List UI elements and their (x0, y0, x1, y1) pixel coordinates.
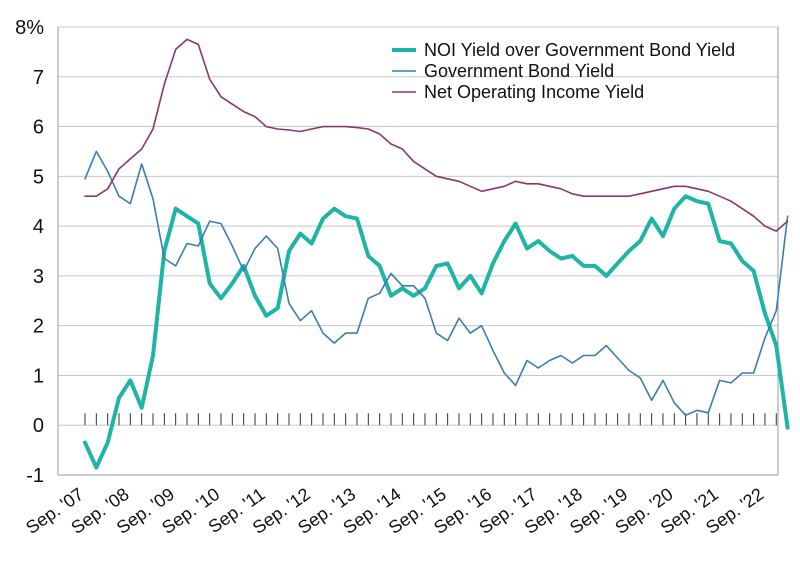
series-line-noi_spread (83, 194, 790, 470)
y-axis-ticks: -1 0 1 2 3 4 5 6 7 8% (15, 17, 44, 487)
y-tick-label: 5 (33, 166, 44, 188)
series-line-gov_bond (84, 150, 789, 417)
grid-lines (58, 26, 778, 476)
series-line-noi_yield (84, 38, 789, 232)
legend-label-noi_spread: NOI Yield over Government Bond Yield (424, 40, 735, 60)
y-tick-label: 3 (33, 266, 44, 288)
y-tick-label: -1 (26, 465, 44, 487)
legend-label-gov_bond: Government Bond Yield (424, 61, 614, 81)
y-tick-label: 0 (33, 415, 44, 437)
y-tick-label: 8% (15, 17, 44, 39)
series-lines (83, 38, 790, 470)
legend-label-noi_yield: Net Operating Income Yield (424, 82, 644, 102)
y-tick-label: 2 (33, 316, 44, 338)
axes (57, 27, 779, 476)
y-tick-label: 1 (33, 365, 44, 387)
legend: NOI Yield over Government Bond YieldGove… (392, 40, 735, 102)
y-tick-label: 4 (33, 216, 44, 238)
y-tick-label: 6 (33, 117, 44, 139)
y-tick-label: 7 (33, 67, 44, 89)
